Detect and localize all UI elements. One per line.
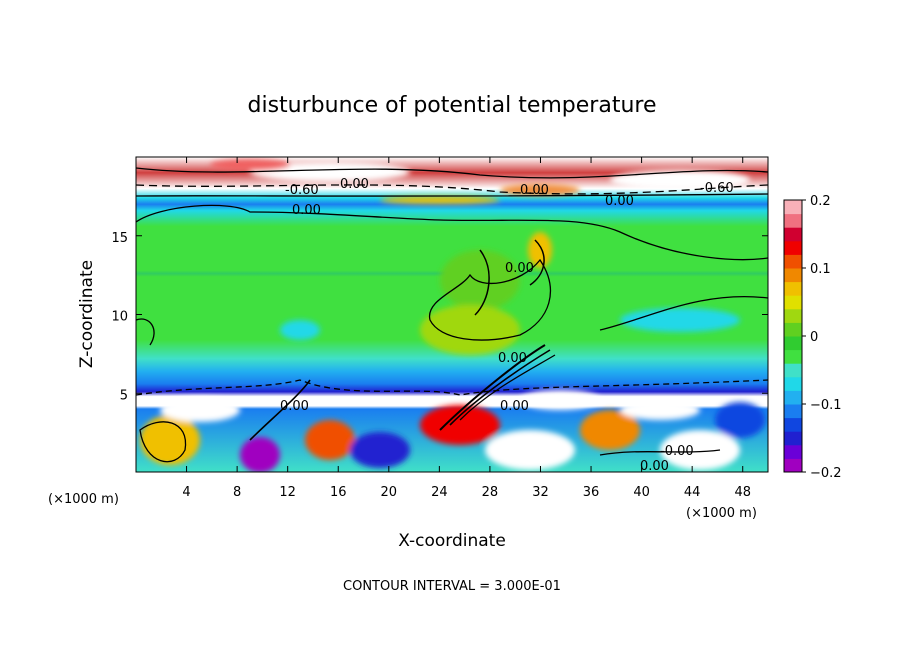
contour-label: 0.00 <box>500 399 529 414</box>
colorbar-swatch <box>784 200 802 215</box>
x-tick-label: 16 <box>330 485 347 500</box>
colorbar-tick-label: −0.1 <box>810 398 842 413</box>
colorbar-swatch <box>784 308 802 323</box>
contour-label: -0.60 <box>700 181 734 196</box>
colorbar-swatch <box>784 254 802 269</box>
contour-label: 0.00 <box>505 261 534 276</box>
colorbar-swatch <box>784 227 802 242</box>
colorbar-swatch <box>784 458 802 473</box>
contour-labels: -0.60 0.00 0.00 0.00 0.00 0.00 -0.60 0.0… <box>280 177 734 474</box>
contour-label: 0.00 <box>340 177 369 192</box>
colorbar-swatch <box>784 431 802 446</box>
contour-label: 0.00 <box>498 351 527 366</box>
contour-label: 0.00 <box>280 399 309 414</box>
y-tick-label: 10 <box>111 310 128 325</box>
field-patches <box>140 159 765 472</box>
x-tick-label: 12 <box>279 485 296 500</box>
x-tick-label: 28 <box>482 485 499 500</box>
colorbar-swatch <box>784 295 802 310</box>
x-tick-label: 32 <box>532 485 549 500</box>
colorbar-swatch <box>784 444 802 459</box>
x-tick-label: 20 <box>381 485 398 500</box>
contour-label: -0.00 <box>660 444 694 459</box>
colorbar-swatch <box>784 336 802 351</box>
colorbar-tick-label: 0.1 <box>810 262 831 277</box>
colorbar-swatch <box>784 268 802 283</box>
colorbar: 0.2 0.1 0 −0.1 −0.2 <box>783 194 842 481</box>
y-ticks: 5 10 15 <box>111 231 768 403</box>
y-tick-label: 5 <box>120 388 128 403</box>
colorbar-swatch <box>784 404 802 419</box>
plot-area: -0.60 0.00 0.00 0.00 0.00 0.00 -0.60 0.0… <box>136 157 768 474</box>
x-tick-label: 8 <box>233 485 241 500</box>
colorbar-swatch <box>784 240 802 255</box>
contour-interval-note: CONTOUR INTERVAL = 3.000E-01 <box>343 579 561 594</box>
contour-label: 0.00 <box>605 194 634 209</box>
colorbar-tick-label: 0.2 <box>810 194 831 209</box>
contour-label: 0.00 <box>520 183 549 198</box>
x-axis-title: X-coordinate <box>398 531 506 551</box>
x-tick-label: 4 <box>182 485 190 500</box>
x-ticks: 4 8 12 16 20 24 28 32 36 40 44 48 <box>182 157 751 500</box>
colorbar-swatch <box>784 376 802 391</box>
contour-label: -0.60 <box>285 183 319 198</box>
colorbar-swatch <box>784 322 802 337</box>
x-unit-right: (×1000 m) <box>686 506 757 521</box>
colorbar-swatch <box>784 363 802 378</box>
colorbar-swatch <box>784 349 802 364</box>
x-unit-left: (×1000 m) <box>48 492 119 507</box>
colorbar-swatch <box>784 390 802 405</box>
contour-lines <box>136 167 768 463</box>
x-tick-label: 48 <box>734 485 751 500</box>
colorbar-tick-label: 0 <box>810 330 818 345</box>
colorbar-swatch <box>784 281 802 296</box>
contour-label: 0.00 <box>640 459 669 474</box>
x-tick-label: 40 <box>633 485 650 500</box>
colorbar-swatch <box>784 213 802 228</box>
y-tick-label: 15 <box>111 231 128 246</box>
chart-title: disturbunce of potential temperature <box>248 93 657 118</box>
x-tick-label: 24 <box>431 485 448 500</box>
contour-label: 0.00 <box>292 203 321 218</box>
x-tick-label: 44 <box>684 485 701 500</box>
colorbar-tick-label: −0.2 <box>810 466 842 481</box>
y-axis-title: Z-coordinate <box>77 260 97 368</box>
colorbar-swatch <box>784 417 802 432</box>
x-tick-label: 36 <box>583 485 600 500</box>
